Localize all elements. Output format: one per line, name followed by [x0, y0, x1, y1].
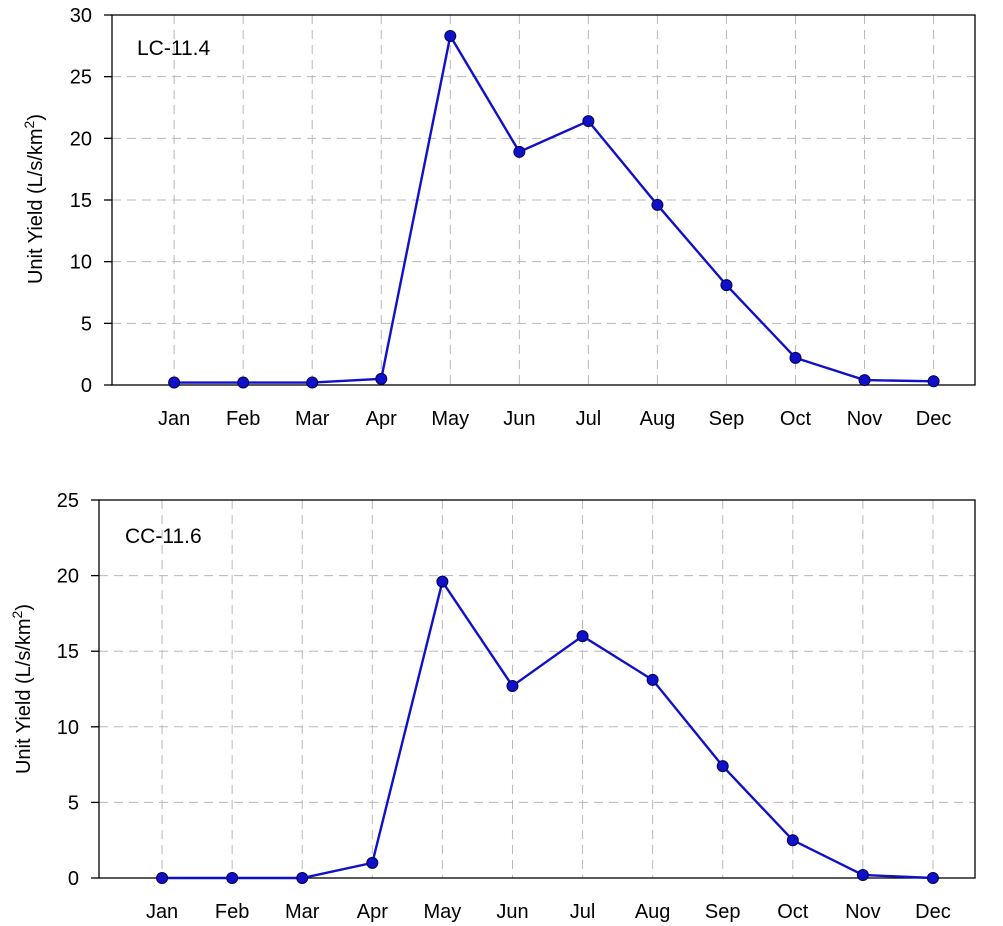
y-tick-label: 20: [70, 128, 92, 150]
y-axis-title: Unit Yield (L/s/km2): [21, 114, 47, 284]
y-tick-label: 20: [57, 566, 79, 588]
data-point: [926, 872, 939, 884]
data-point: [582, 115, 595, 128]
data-point: [296, 872, 309, 884]
y-tick-label: 25: [57, 490, 79, 512]
data-point: [716, 760, 729, 773]
x-tick-label: Mar: [285, 901, 320, 923]
data-point: [156, 872, 169, 884]
x-tick-label: Jul: [576, 408, 602, 430]
x-tick-label: Sep: [705, 901, 741, 923]
data-point: [720, 279, 733, 292]
x-tick-label: Sep: [709, 408, 745, 430]
x-tick-label: Feb: [215, 901, 249, 923]
x-tick-label: Dec: [916, 408, 952, 430]
data-point: [927, 375, 940, 388]
x-tick-label: Jan: [158, 408, 190, 430]
y-tick-label: 5: [81, 313, 92, 335]
x-tick-label: Apr: [357, 901, 388, 923]
chart-panel-top: LC-11.4 Unit Yield (L/s/km2) 05101520253…: [21, 5, 976, 430]
data-point: [651, 198, 664, 211]
data-point: [856, 868, 869, 881]
data-point: [786, 834, 799, 847]
data-point: [444, 29, 457, 42]
series-line: [162, 578, 934, 880]
x-tick-label: Nov: [845, 901, 881, 923]
data-point: [375, 372, 388, 385]
data-point: [858, 374, 871, 387]
x-tick-label: Mar: [295, 408, 330, 430]
data-point: [646, 673, 659, 686]
data-point: [226, 872, 239, 884]
y-axis-title: Unit Yield (L/s/km2): [9, 604, 35, 774]
x-tick-label: Jun: [503, 408, 535, 430]
data-point: [576, 630, 589, 643]
x-tick-label: Oct: [780, 408, 812, 430]
x-tick-label: Aug: [635, 901, 671, 923]
y-tick-label: 25: [70, 67, 92, 89]
x-tick-label: Nov: [847, 408, 883, 430]
x-tick-label: Jun: [496, 901, 528, 923]
data-point: [168, 376, 181, 389]
x-tick-label: Dec: [915, 901, 951, 923]
y-tick-label: 0: [81, 375, 92, 397]
x-tick-label: May: [423, 901, 461, 923]
plot-frame: [111, 14, 976, 386]
data-point: [306, 376, 319, 389]
data-point: [436, 575, 449, 588]
y-tick-label: 5: [68, 792, 79, 814]
data-point: [506, 679, 519, 692]
y-tick-label: 0: [68, 868, 79, 890]
panel-label: CC-11.6: [125, 525, 202, 548]
x-tick-label: Aug: [640, 408, 676, 430]
y-tick-label: 10: [57, 717, 79, 739]
data-point: [513, 145, 526, 158]
series-line: [174, 32, 934, 384]
y-tick-label: 15: [57, 641, 79, 663]
x-tick-label: May: [431, 408, 469, 430]
y-tick-label: 15: [70, 190, 92, 212]
x-tick-label: Feb: [226, 408, 260, 430]
y-tick-label: 30: [70, 5, 92, 27]
chart-panel-bottom: CC-11.6 Unit Yield (L/s/km2) 0 5 10 15 20 25 J…: [9, 490, 976, 923]
x-tick-label: Jan: [146, 901, 178, 923]
data-point: [366, 856, 379, 869]
x-tick-label: Apr: [366, 408, 397, 430]
data-point: [789, 351, 802, 364]
x-tick-label: Oct: [777, 901, 809, 923]
y-tick-label: 10: [70, 252, 92, 274]
plot-frame: [98, 499, 976, 879]
x-tick-label: Jul: [570, 901, 596, 923]
data-point: [237, 376, 250, 389]
